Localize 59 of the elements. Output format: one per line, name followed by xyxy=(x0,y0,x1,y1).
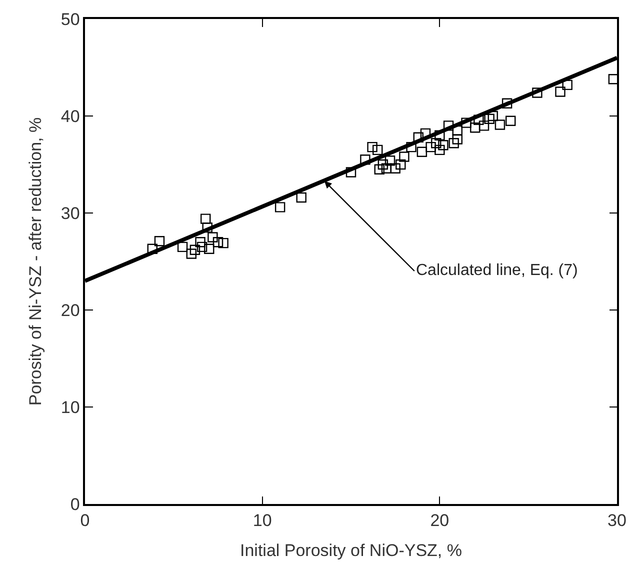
point xyxy=(484,114,494,124)
point xyxy=(443,120,454,131)
point xyxy=(154,236,165,246)
point xyxy=(177,242,188,252)
point xyxy=(448,138,459,148)
point xyxy=(190,244,200,255)
y-tick-label: 10 xyxy=(60,398,80,417)
y-tick-label: 50 xyxy=(60,10,80,29)
x-tick-label: 30 xyxy=(608,511,626,530)
point xyxy=(502,98,512,108)
y-tick-label: 40 xyxy=(60,106,80,126)
point xyxy=(608,74,617,84)
y-axis-title: Porosity of Ni-YSZ - after reduction, % xyxy=(26,117,45,406)
point xyxy=(452,134,462,144)
point xyxy=(390,163,400,174)
point xyxy=(488,110,498,122)
y-tick-label: 0 xyxy=(70,494,80,514)
point xyxy=(562,80,572,90)
point xyxy=(506,116,516,126)
y-tick-label: 30 xyxy=(60,204,80,223)
point xyxy=(378,159,388,170)
point xyxy=(555,86,566,97)
point xyxy=(532,88,542,98)
point xyxy=(381,163,392,174)
point xyxy=(478,120,490,131)
point xyxy=(208,232,218,242)
point xyxy=(212,237,224,248)
point xyxy=(195,237,206,248)
point xyxy=(438,140,448,150)
point xyxy=(186,248,196,259)
point xyxy=(204,244,214,254)
point xyxy=(431,138,442,148)
point xyxy=(494,120,506,130)
point xyxy=(470,122,480,133)
point xyxy=(372,144,383,156)
point xyxy=(406,142,416,152)
x-axis-title: Initial Porosity of NiO-YSZ, % xyxy=(240,541,462,560)
point xyxy=(413,132,424,142)
point xyxy=(274,202,286,212)
point xyxy=(196,242,208,252)
point xyxy=(200,214,211,224)
point xyxy=(374,164,384,174)
point xyxy=(296,192,306,203)
point xyxy=(434,144,445,156)
point xyxy=(461,118,472,128)
annotation: Calculated line, Eq. (7) xyxy=(416,262,578,279)
point xyxy=(360,154,370,165)
point xyxy=(346,167,356,178)
point xyxy=(384,156,396,166)
point xyxy=(420,128,431,139)
point xyxy=(399,152,410,162)
point xyxy=(426,142,436,152)
y-tick-label: 20 xyxy=(60,300,80,320)
x-tick-label: 20 xyxy=(430,511,450,530)
point xyxy=(367,142,378,152)
x-tick-label: 10 xyxy=(252,511,272,530)
point xyxy=(416,146,428,157)
point xyxy=(396,159,406,170)
point xyxy=(218,238,228,248)
